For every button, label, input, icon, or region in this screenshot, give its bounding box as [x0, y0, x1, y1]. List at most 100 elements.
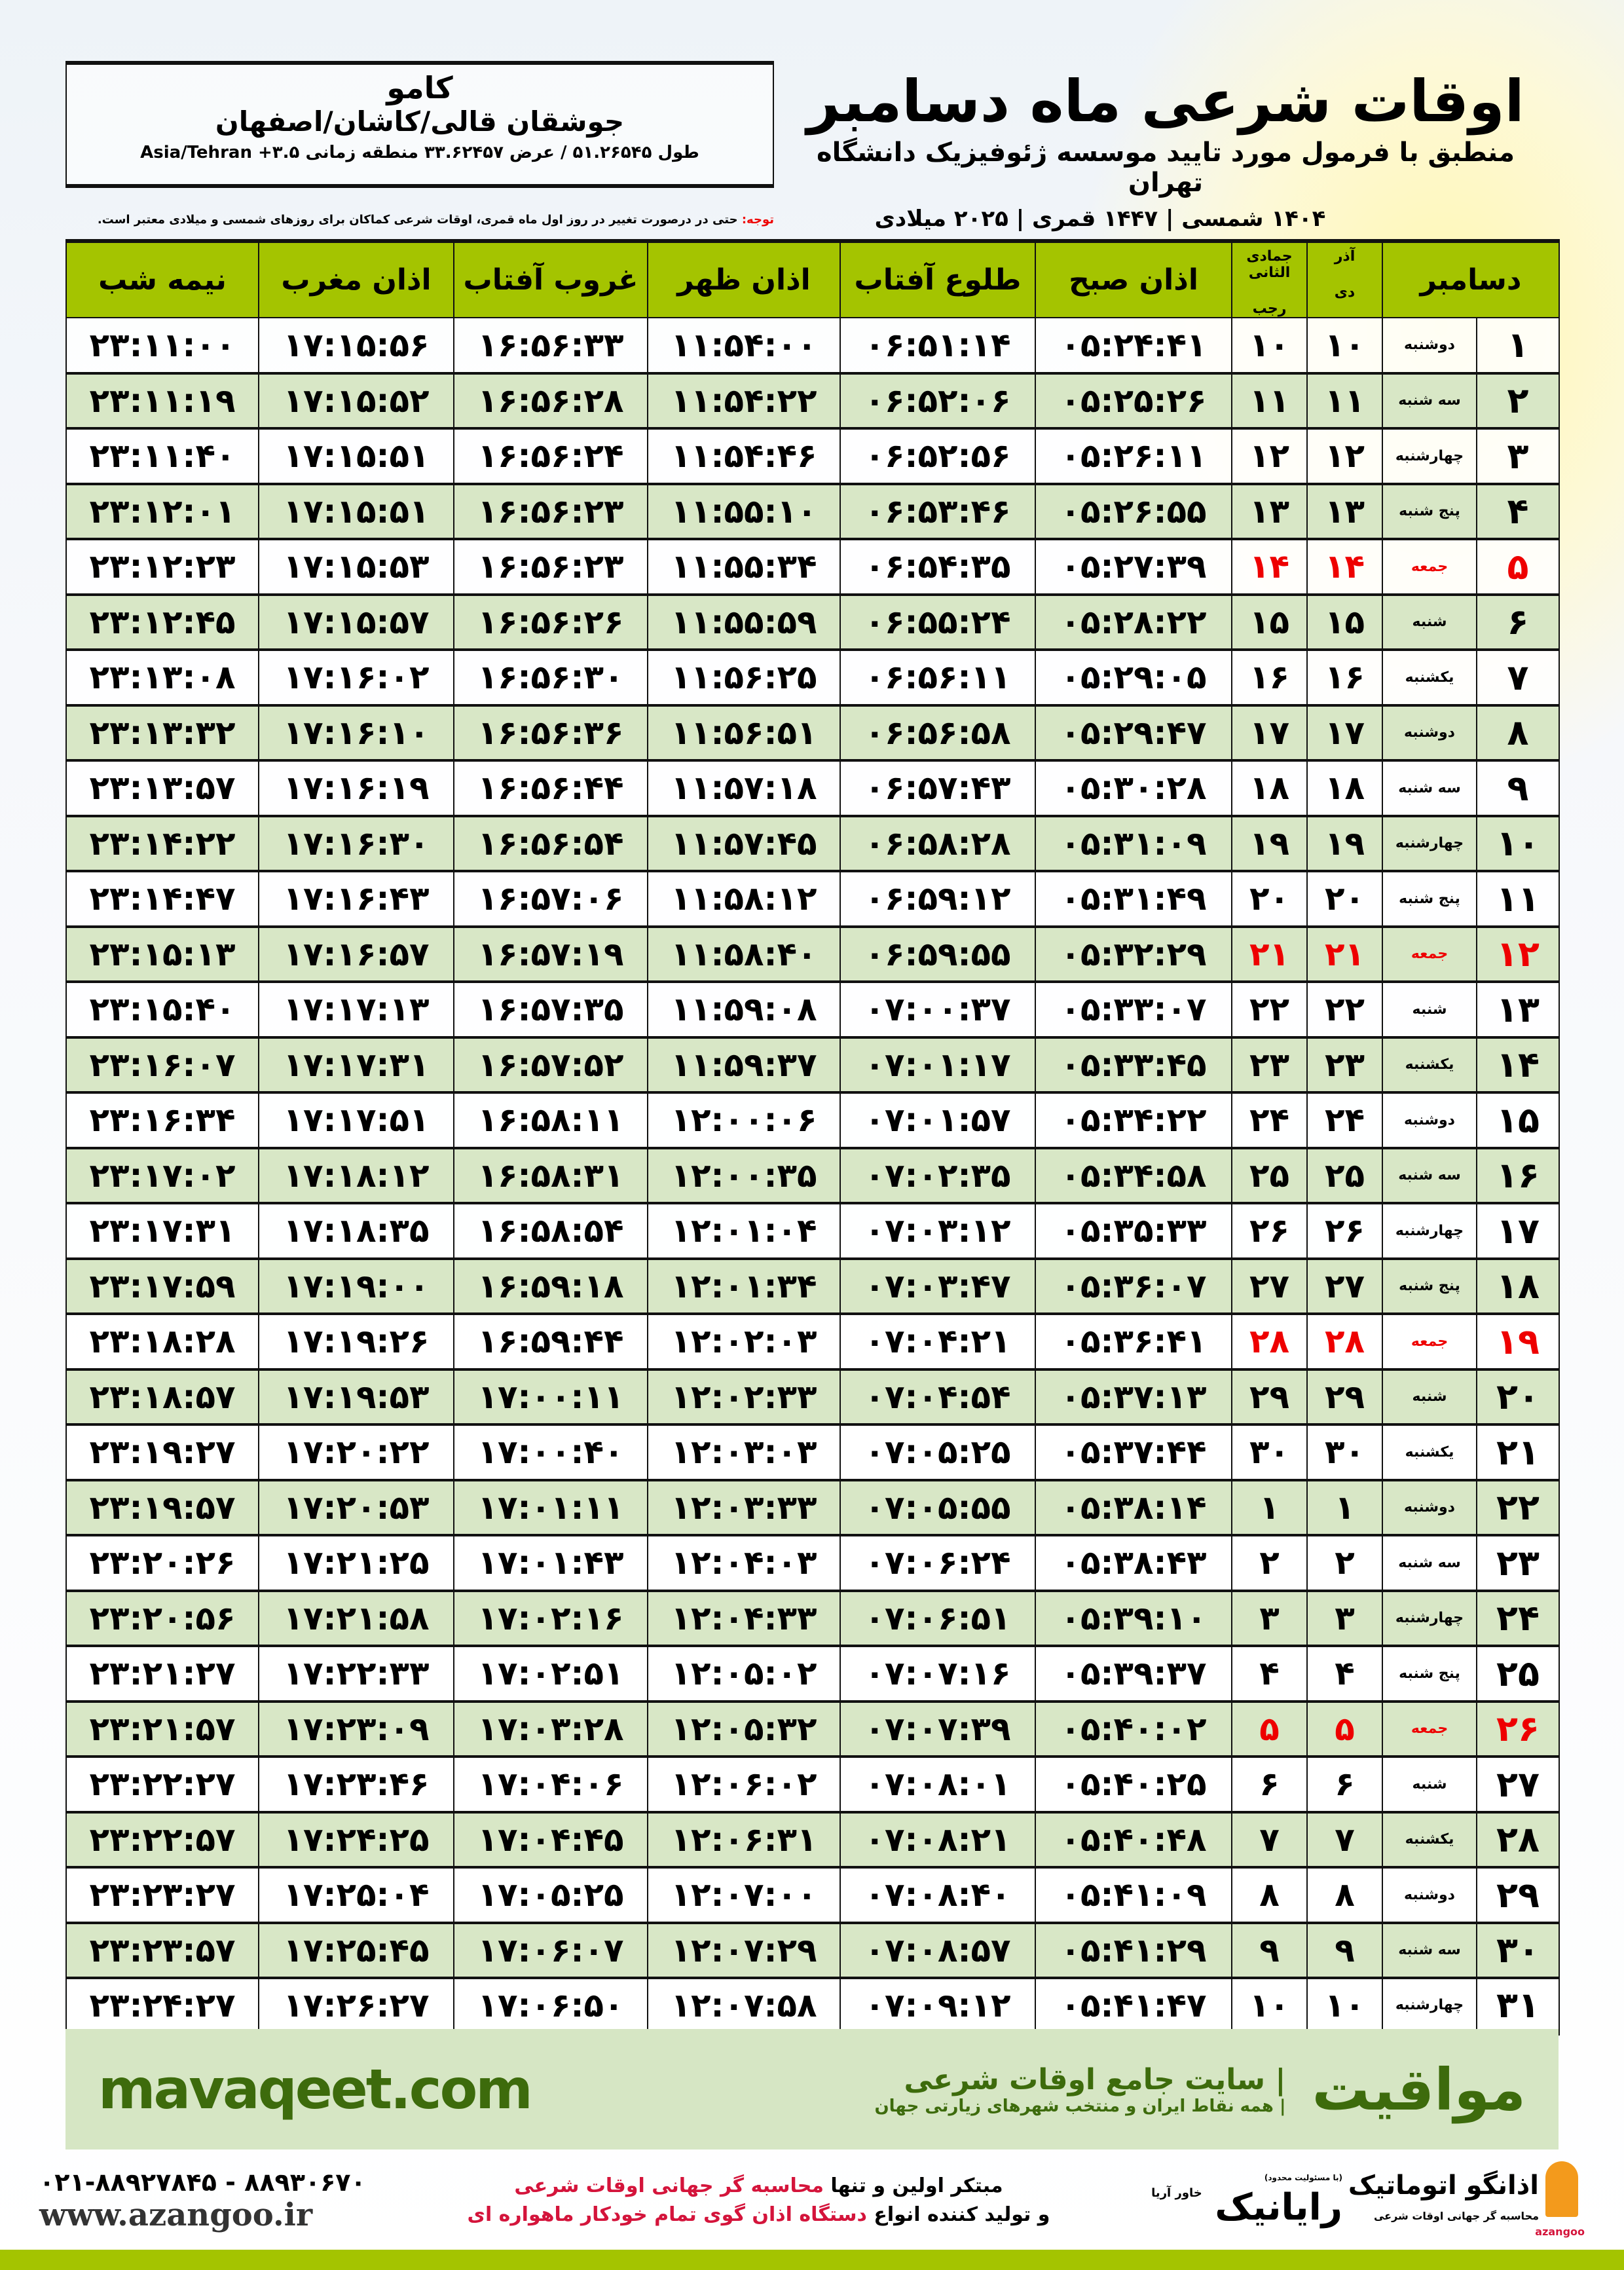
cell-nimeshab: ۲۳:۱۳:۵۷: [65, 760, 259, 817]
cell-ghorub: ۱۷:۰۴:۰۶: [453, 1756, 648, 1814]
cell-tolu: ۰۷:۰۶:۵۱: [840, 1590, 1036, 1647]
cell-maghreb: ۱۷:۲۶:۲۷: [258, 1977, 454, 2035]
cell-tolu: ۰۶:۵۹:۱۲: [840, 870, 1036, 928]
cell-day: ۲۴: [1475, 1590, 1560, 1647]
cell-shamsi-day: ۱۲: [1306, 428, 1383, 485]
cell-shamsi-day: ۱۰: [1306, 317, 1383, 375]
table-row: ۲۳:۱۸:۵۷ ۱۷:۱۹:۵۳ ۱۷:۰۰:۱۱ ۱۲:۰۲:۳۳ ۰۷:۰۴:۵۴…: [65, 1368, 1560, 1426]
cell-day: ۱۷: [1475, 1202, 1560, 1260]
table-row: ۲۳:۱۲:۴۵ ۱۷:۱۵:۵۷ ۱۶:۵۶:۲۶ ۱۱:۵۵:۵۹ ۰۶:۵۵:۲۴…: [65, 593, 1560, 651]
cell-ghorub: ۱۶:۵۹:۴۴: [453, 1313, 648, 1371]
cell-ghorub: ۱۷:۰۵:۲۵: [453, 1867, 648, 1924]
cell-qamari-day: ۸: [1231, 1867, 1308, 1924]
cell-maghreb: ۱۷:۲۴:۲۵: [258, 1811, 454, 1869]
cell-shamsi-day: ۲۹: [1306, 1368, 1383, 1426]
cell-nimeshab: ۲۳:۱۲:۲۳: [65, 538, 259, 596]
cell-shamsi-day: ۲۰: [1306, 870, 1383, 928]
cell-ghorub: ۱۶:۵۷:۰۶: [453, 870, 648, 928]
banner-slogan-sub: | همه نقاط ایران و منتخب شهرهای زیارتی ج…: [874, 2096, 1286, 2116]
cell-qamari-day: ۱۶: [1231, 649, 1308, 707]
cell-qamari-day: ۱۰: [1231, 1977, 1308, 2035]
cell-weekday: چهارشنبه: [1382, 428, 1477, 485]
cell-tolu: ۰۷:۰۵:۲۵: [840, 1424, 1036, 1481]
cell-day: ۲۵: [1475, 1645, 1560, 1703]
cell-shamsi-day: ۲۷: [1306, 1257, 1383, 1315]
cell-ghorub: ۱۶:۵۶:۲۳: [453, 483, 648, 540]
cell-maghreb: ۱۷:۱۹:۵۳: [258, 1368, 454, 1426]
cell-day: ۱۹: [1475, 1313, 1560, 1371]
col-sobh: اذان صبح: [1035, 241, 1232, 318]
cell-tolu: ۰۷:۰۸:۵۷: [840, 1922, 1036, 1979]
col-shamsi-bottom: دی: [1334, 284, 1356, 301]
bottom-bar: [0, 2250, 1624, 2270]
cell-day: ۲۶: [1475, 1700, 1560, 1758]
cell-qamari-day: ۱۴: [1231, 538, 1308, 596]
cell-maghreb: ۱۷:۲۱:۲۵: [258, 1535, 454, 1592]
cell-qamari-day: ۲۰: [1231, 870, 1308, 928]
cell-weekday: سه شنبه: [1382, 1922, 1477, 1979]
cell-day: ۴: [1475, 483, 1560, 540]
azangoo-website[interactable]: www.azangoo.ir: [39, 2197, 313, 2233]
cell-qamari-day: ۲۲: [1231, 981, 1308, 1039]
cell-shamsi-day: ۱۵: [1306, 593, 1383, 651]
cell-zohr: ۱۲:۰۷:۰۰: [647, 1867, 841, 1924]
cell-sobh: ۰۵:۲۴:۴۱: [1035, 317, 1232, 375]
azangoo-name: اذانگو اتوماتیک: [1348, 2170, 1539, 2201]
cell-weekday: جمعه: [1382, 1700, 1477, 1758]
cell-ghorub: ۱۶:۵۶:۵۴: [453, 815, 648, 872]
cell-sobh: ۰۵:۲۸:۲۲: [1035, 593, 1232, 651]
page-header: اوقات شرعی ماه دسامبر منطبق با فرمول مور…: [799, 65, 1532, 232]
cell-ghorub: ۱۶:۵۶:۲۴: [453, 428, 648, 485]
cell-sobh: ۰۵:۴۰:۴۸: [1035, 1811, 1232, 1869]
cell-qamari-day: ۹: [1231, 1922, 1308, 1979]
cell-maghreb: ۱۷:۲۲:۳۳: [258, 1645, 454, 1703]
table-row: ۲۳:۱۴:۲۲ ۱۷:۱۶:۳۰ ۱۶:۵۶:۵۴ ۱۱:۵۷:۴۵ ۰۶:۵۸:۲۸…: [65, 815, 1560, 872]
cell-zohr: ۱۱:۵۶:۲۵: [647, 649, 841, 707]
rayanik-name: رایانیک: [1215, 2186, 1342, 2229]
mavaqeet-link[interactable]: mavaqeet.com: [98, 2057, 533, 2121]
cell-ghorub: ۱۷:۰۱:۴۳: [453, 1535, 648, 1592]
cell-qamari-day: ۱: [1231, 1479, 1308, 1536]
table-row: ۲۳:۱۷:۳۱ ۱۷:۱۸:۳۵ ۱۶:۵۸:۵۴ ۱۲:۰۱:۰۴ ۰۷:۰۳:۱۲…: [65, 1202, 1560, 1260]
cell-ghorub: ۱۶:۵۸:۳۱: [453, 1147, 648, 1204]
cell-tolu: ۰۷:۰۸:۴۰: [840, 1867, 1036, 1924]
cell-weekday: شنبه: [1382, 593, 1477, 651]
cell-day: ۵: [1475, 538, 1560, 596]
cell-sobh: ۰۵:۴۰:۰۲: [1035, 1700, 1232, 1758]
rayanik-tag: (با مسئولیت محدود): [1264, 2172, 1342, 2182]
cell-weekday: جمعه: [1382, 1313, 1477, 1371]
cell-sobh: ۰۵:۲۷:۳۹: [1035, 538, 1232, 596]
table-row: ۲۳:۲۲:۵۷ ۱۷:۲۴:۲۵ ۱۷:۰۴:۴۵ ۱۲:۰۶:۳۱ ۰۷:۰۸:۲۱…: [65, 1811, 1560, 1869]
cell-maghreb: ۱۷:۱۵:۵۷: [258, 593, 454, 651]
cell-tolu: ۰۶:۵۷:۴۳: [840, 760, 1036, 817]
cell-shamsi-day: ۸: [1306, 1867, 1383, 1924]
table-row: ۲۳:۱۶:۰۷ ۱۷:۱۷:۳۱ ۱۶:۵۷:۵۲ ۱۱:۵۹:۳۷ ۰۷:۰۱:۱۷…: [65, 1036, 1560, 1094]
slogan-line2-a: و تولید کننده انواع: [866, 2203, 1050, 2226]
cell-day: ۱۵: [1475, 1092, 1560, 1149]
cell-zohr: ۱۲:۰۴:۳۳: [647, 1590, 841, 1647]
cell-sobh: ۰۵:۴۱:۲۹: [1035, 1922, 1232, 1979]
table-row: ۲۳:۲۱:۲۷ ۱۷:۲۲:۳۳ ۱۷:۰۲:۵۱ ۱۲:۰۵:۰۲ ۰۷:۰۷:۱۶…: [65, 1645, 1560, 1703]
cell-ghorub: ۱۷:۰۶:۵۰: [453, 1977, 648, 2035]
cell-weekday: شنبه: [1382, 981, 1477, 1039]
cell-shamsi-day: ۳۰: [1306, 1424, 1383, 1481]
contact-info: ۰۲۱-۸۸۹۲۷۸۴۵ - ۸۸۹۳۰۶۷۰ www.azangoo.ir: [39, 2168, 366, 2233]
note-text: حتی در درصورت تغییر در روز اول ماه قمری،…: [97, 213, 742, 227]
cell-maghreb: ۱۷:۱۵:۵۶: [258, 317, 454, 375]
cell-weekday: پنج شنبه: [1382, 870, 1477, 928]
cell-qamari-day: ۱۱: [1231, 372, 1308, 430]
cell-qamari-day: ۵: [1231, 1700, 1308, 1758]
cell-qamari-day: ۱۳: [1231, 483, 1308, 540]
cell-sobh: ۰۵:۴۱:۰۹: [1035, 1867, 1232, 1924]
cell-zohr: ۱۱:۵۴:۲۲: [647, 372, 841, 430]
table-row: ۲۳:۱۵:۴۰ ۱۷:۱۷:۱۳ ۱۶:۵۷:۳۵ ۱۱:۵۹:۰۸ ۰۷:۰۰:۳۷…: [65, 981, 1560, 1039]
cell-day: ۱۳: [1475, 981, 1560, 1039]
cell-tolu: ۰۶:۵۲:۵۶: [840, 428, 1036, 485]
cell-maghreb: ۱۷:۲۱:۵۸: [258, 1590, 454, 1647]
banner-slogan: | سایت جامع اوقات شرعی | همه نقاط ایران …: [874, 2063, 1285, 2116]
cell-maghreb: ۱۷:۱۵:۵۳: [258, 538, 454, 596]
cell-sobh: ۰۵:۳۱:۰۹: [1035, 815, 1232, 872]
cell-qamari-day: ۲۳: [1231, 1036, 1308, 1094]
cell-maghreb: ۱۷:۱۶:۱۹: [258, 760, 454, 817]
cell-day: ۱: [1475, 317, 1560, 375]
